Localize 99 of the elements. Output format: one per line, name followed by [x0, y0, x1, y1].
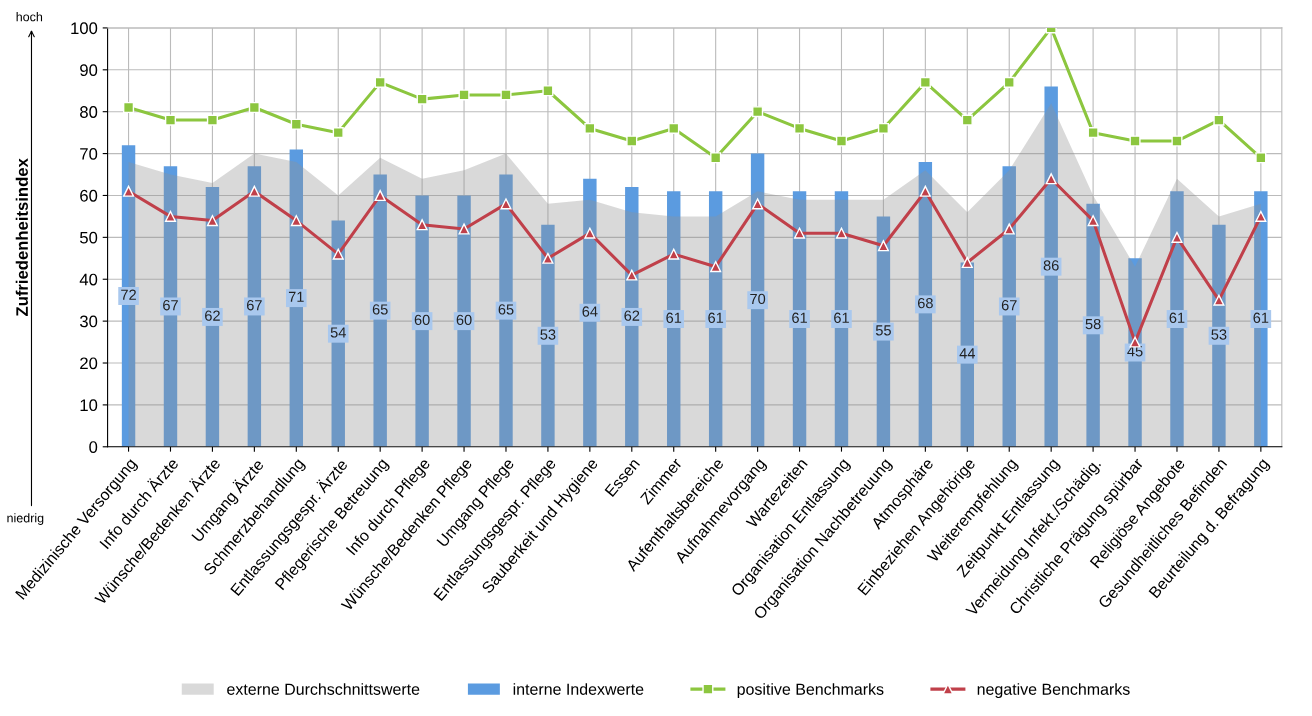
point [584, 122, 596, 135]
point [793, 122, 806, 135]
data-label: 55 [875, 325, 891, 336]
data-label: 61 [1169, 312, 1185, 323]
point [206, 114, 218, 126]
point [668, 248, 680, 260]
y-tick-label: 50 [79, 231, 98, 244]
point [164, 114, 177, 126]
data-label: 68 [917, 297, 933, 309]
data-label: 60 [456, 314, 472, 326]
data-label: 44 [959, 348, 975, 359]
data-label: 67 [163, 300, 178, 311]
data-label: 53 [540, 329, 556, 340]
y-tick-label: 20 [80, 357, 98, 370]
point [122, 101, 135, 114]
point [248, 185, 260, 197]
y-tick-label: 30 [79, 315, 98, 328]
point [122, 185, 135, 197]
point [584, 227, 596, 239]
point [1171, 231, 1183, 243]
point [752, 106, 764, 118]
point [416, 93, 428, 105]
point [877, 122, 889, 135]
data-label: 62 [624, 310, 640, 321]
point [332, 127, 344, 139]
point [1255, 210, 1267, 222]
point [752, 198, 764, 210]
data-label: 71 [288, 291, 304, 302]
legend-label: externe Durchschnittswerte [227, 683, 420, 695]
point [877, 240, 889, 252]
point [206, 215, 218, 227]
point [710, 261, 722, 273]
y-tick-label: 60 [80, 189, 98, 202]
point [835, 135, 848, 147]
point [458, 89, 470, 101]
point [500, 89, 512, 101]
data-label: 86 [1043, 260, 1059, 271]
y-tick-label: 90 [80, 64, 98, 77]
point [332, 248, 344, 260]
point [1003, 223, 1015, 235]
point [1129, 135, 1141, 147]
point [374, 76, 386, 88]
data-label: 61 [1253, 312, 1269, 323]
point [1213, 294, 1225, 306]
data-label: 60 [414, 314, 430, 326]
text: hoch [16, 12, 43, 22]
legend-label: negative Benchmarks [977, 683, 1130, 699]
point [458, 223, 470, 235]
legend-label: interne Indexwerte [513, 683, 644, 695]
data-label: 61 [834, 312, 849, 323]
data-label: 67 [246, 300, 262, 311]
point [374, 189, 386, 202]
data-label: 61 [708, 312, 724, 323]
point [626, 135, 638, 147]
point [542, 85, 554, 97]
point [961, 114, 973, 126]
point [626, 269, 638, 281]
y-tick-label: 80 [80, 106, 98, 118]
point [500, 198, 512, 210]
point [668, 122, 680, 135]
y-tick-label: 100 [71, 22, 98, 35]
data-label: 65 [372, 304, 388, 315]
data-label: 61 [666, 312, 682, 323]
point [793, 227, 806, 239]
point [710, 152, 722, 164]
legend-label: positive Benchmarks [737, 683, 884, 699]
text: niedrig [7, 513, 44, 525]
point [164, 210, 177, 222]
y-tick-label: 0 [89, 441, 98, 453]
y-axis-title: Zufriedenheitsindex [15, 158, 28, 317]
data-label: 70 [750, 293, 766, 305]
data-label: 72 [121, 289, 136, 300]
point [416, 219, 428, 231]
point [290, 215, 302, 227]
data-label: 62 [205, 310, 220, 321]
point [542, 252, 554, 264]
point [961, 256, 973, 269]
data-label: 67 [1001, 300, 1017, 311]
point [1213, 114, 1225, 126]
point [290, 118, 302, 130]
y-tick-label: 10 [80, 399, 98, 412]
data-label: 54 [330, 327, 346, 338]
data-label: 58 [1085, 318, 1101, 330]
data-label: 61 [792, 312, 807, 323]
point [1003, 76, 1015, 88]
point [1171, 135, 1183, 147]
point [835, 227, 848, 239]
point [1255, 152, 1267, 164]
point [919, 76, 931, 88]
point [1087, 127, 1099, 139]
data-label: 64 [582, 306, 598, 317]
point [248, 101, 260, 114]
point [919, 185, 931, 197]
data-label: 65 [498, 304, 514, 315]
point [1045, 173, 1057, 185]
y-tick-label: 40 [79, 273, 98, 286]
y-tick-label: 70 [80, 147, 98, 160]
point [1087, 215, 1099, 227]
data-label: 53 [1211, 329, 1227, 340]
